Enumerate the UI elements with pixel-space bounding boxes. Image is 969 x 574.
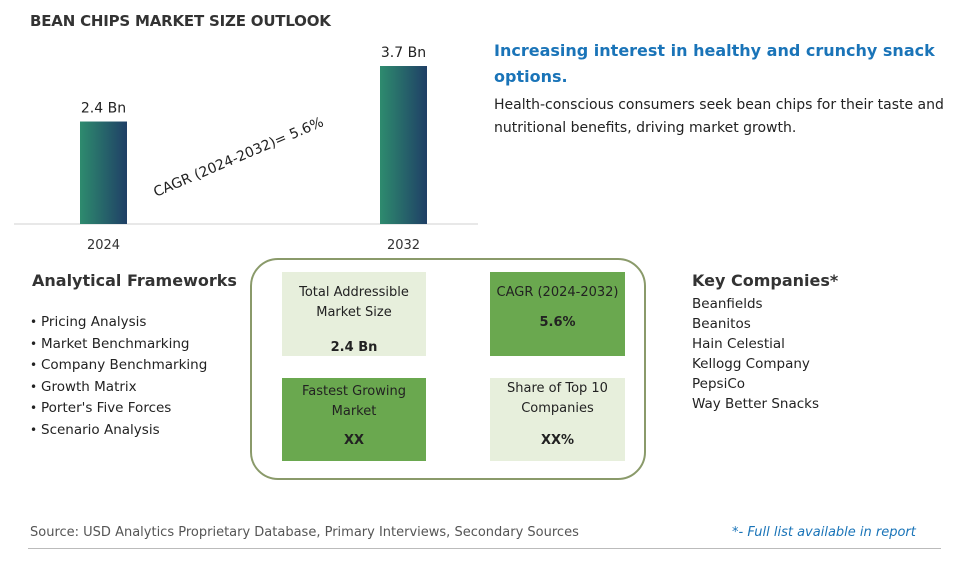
cagr-card-value: 5.6% (539, 315, 576, 330)
x-tick-label: 2032 (387, 238, 420, 253)
framework-item: Scenario Analysis (30, 420, 207, 442)
full-list-note: *- Full list available in report (732, 525, 916, 540)
frameworks-heading: Analytical Frameworks (32, 271, 237, 290)
tam-card: Total Addressible Market Size 2.4 Bn (282, 272, 426, 356)
headline: Increasing interest in healthy and crunc… (494, 41, 935, 86)
companies-list: Beanfields Beanitos Hain Celestial Kello… (692, 294, 819, 414)
bar-value-label: 2.4 Bn (81, 101, 126, 117)
cagr-card: CAGR (2024-2032) 5.6% (490, 272, 625, 356)
bar-value-label: 3.7 Bn (381, 45, 426, 61)
tam-value: 2.4 Bn (330, 340, 378, 355)
cagr-card-label: CAGR (2024-2032) (496, 285, 619, 300)
company-item: Beanitos (692, 316, 751, 332)
framework-item: Porter's Five Forces (30, 398, 207, 420)
top10-share-card: Share of Top 10 Companies XX% (490, 378, 625, 461)
tam-label: Total Addressible Market Size (299, 285, 409, 320)
fastest-growing-label: Fastest Growing Market (302, 384, 406, 419)
framework-item: Growth Matrix (30, 377, 207, 399)
footer-divider (28, 548, 941, 549)
bar-2032 (380, 66, 427, 224)
cagr-annotation: CAGR (2024-2032)= 5.6% (151, 114, 326, 200)
fastest-growing-card: Fastest Growing Market XX (282, 378, 426, 461)
company-item: PepsiCo (692, 376, 746, 392)
company-item: Way Better Snacks (692, 396, 820, 412)
company-item: Beanfields (692, 296, 763, 312)
framework-item: Market Benchmarking (30, 334, 207, 356)
fastest-growing-value: XX (343, 433, 365, 448)
bar-2024 (80, 121, 127, 224)
company-item: Hain Celestial (692, 336, 785, 352)
top10-share-value: XX% (540, 433, 575, 448)
x-tick-label: 2024 (87, 238, 120, 253)
frameworks-list: Pricing Analysis Market Benchmarking Com… (30, 312, 207, 442)
description: Health-conscious consumers seek bean chi… (494, 97, 944, 136)
framework-item: Company Benchmarking (30, 355, 207, 377)
chart-title: BEAN CHIPS MARKET SIZE OUTLOOK (30, 12, 331, 30)
company-item: Kellogg Company (692, 356, 810, 372)
metrics-frame (250, 258, 646, 480)
source-note: Source: USD Analytics Proprietary Databa… (30, 525, 579, 540)
framework-item: Pricing Analysis (30, 312, 207, 334)
market-size-bar-chart: 2.4 Bn 2024 3.7 Bn 2032 CAGR (2024-2032)= 5… (14, 45, 478, 253)
top10-share-label: Share of Top 10 Companies (507, 381, 608, 416)
companies-heading: Key Companies* (692, 271, 839, 290)
